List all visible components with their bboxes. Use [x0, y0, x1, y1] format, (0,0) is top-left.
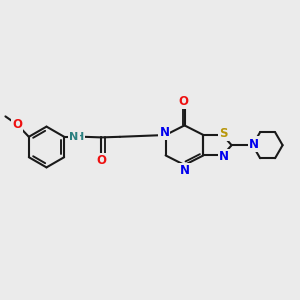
Text: O: O — [12, 118, 22, 131]
Text: N: N — [159, 126, 170, 140]
Text: S: S — [220, 127, 228, 140]
Text: N: N — [179, 164, 190, 177]
Text: N: N — [219, 150, 229, 164]
Text: O: O — [178, 95, 188, 108]
Text: N: N — [69, 132, 79, 142]
Text: H: H — [75, 132, 84, 142]
Text: O: O — [96, 154, 106, 167]
Text: N: N — [249, 137, 259, 151]
